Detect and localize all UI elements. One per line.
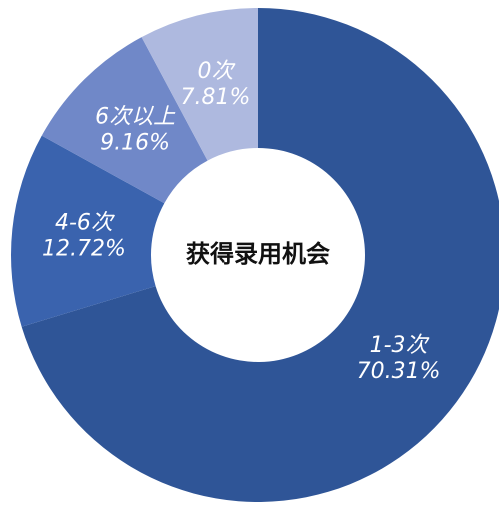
- slice-value-label: 12.72%: [42, 237, 126, 262]
- slice: [41, 37, 208, 204]
- slice: [10, 135, 165, 327]
- slice: [141, 8, 258, 161]
- slice-value-label: 9.16%: [100, 130, 170, 155]
- slices: [10, 8, 499, 502]
- center-title: 获得录用机会: [186, 240, 330, 268]
- slice-category: 4-6次: [55, 211, 116, 236]
- slice-category: 6次以上: [95, 104, 176, 129]
- slice-value-label: 7.81%: [181, 85, 251, 110]
- slice-category: 1-3次: [370, 333, 431, 358]
- slice-category: 0次: [197, 59, 236, 84]
- slice-value-label: 70.31%: [357, 359, 441, 384]
- slice: [21, 8, 499, 502]
